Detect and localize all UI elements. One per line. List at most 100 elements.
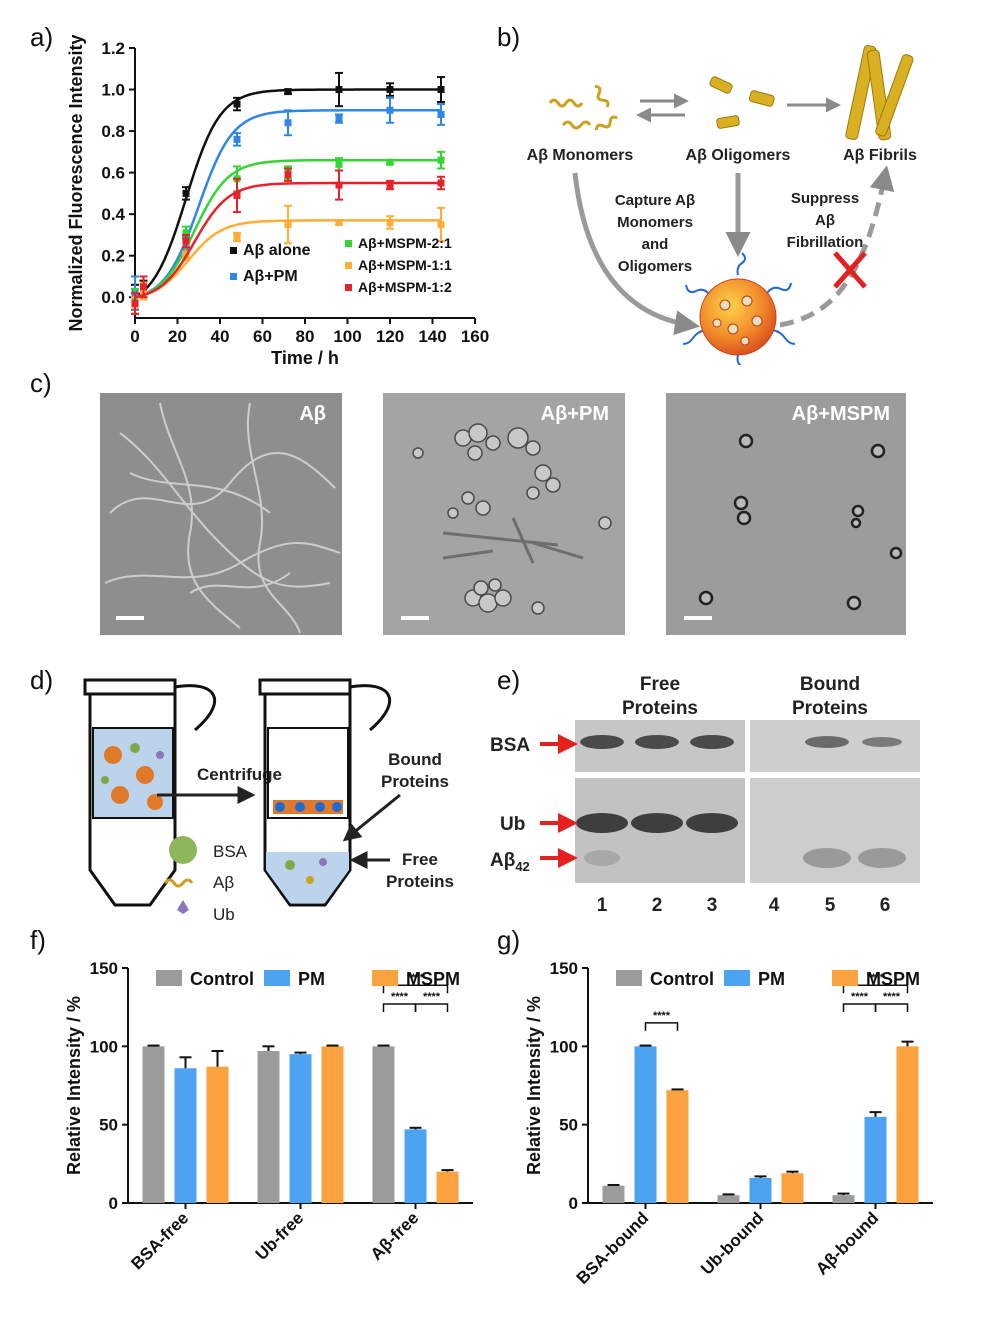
scale-bar xyxy=(401,616,429,620)
data-point xyxy=(335,181,343,189)
legend-label: MSPM xyxy=(406,969,460,989)
y-tick-label: 100 xyxy=(90,1037,118,1056)
data-point xyxy=(182,189,190,197)
bar-control xyxy=(257,1051,280,1203)
y-tick-label: 150 xyxy=(90,959,118,978)
x-tick-label: 0 xyxy=(130,327,139,346)
legend-label: PM xyxy=(298,969,325,989)
oligomer-icon xyxy=(709,76,775,129)
ub-icon xyxy=(177,900,189,914)
y-tick-label: 1.2 xyxy=(101,39,125,58)
legend-marker xyxy=(345,262,352,269)
legend-bsa: BSA xyxy=(213,842,248,861)
legend-label: Control xyxy=(650,969,714,989)
oligomers-label: Aβ Oligomers xyxy=(686,147,791,164)
bar-control xyxy=(832,1195,855,1203)
abeta-icon xyxy=(163,878,194,888)
capture-label: Capture Aβ Monomers and Oligomers xyxy=(615,192,695,275)
category-label: Ub-bound xyxy=(697,1208,767,1278)
data-point xyxy=(284,221,292,229)
bar-pm xyxy=(404,1129,427,1203)
data-point xyxy=(284,171,292,179)
bound-proteins-header: Bound Proteins xyxy=(792,674,868,719)
data-point xyxy=(182,229,190,237)
data-point xyxy=(284,88,292,96)
data-point xyxy=(437,179,445,187)
significance-bracket xyxy=(874,1003,909,1013)
svg-text:Aβ: Aβ xyxy=(815,212,835,229)
bar-mspm xyxy=(666,1090,689,1203)
free-proteins-label: Free Proteins xyxy=(386,850,454,891)
legend-label: PM xyxy=(758,969,785,989)
data-point xyxy=(386,86,394,94)
protein-mix-icon xyxy=(101,743,164,810)
bar-pm xyxy=(289,1054,312,1203)
legend-swatch xyxy=(156,970,182,986)
legend-swatch xyxy=(832,970,858,986)
tem-image-abeta-pm: Aβ+PM xyxy=(383,393,625,635)
legend-swatch xyxy=(616,970,642,986)
svg-text:and: and xyxy=(642,236,669,253)
ub-band-icon xyxy=(576,813,738,833)
bound-proteins-label: Bound Proteins xyxy=(381,750,449,791)
x-tick-label: 100 xyxy=(333,327,361,346)
x-axis-label: Time / h xyxy=(271,348,339,368)
blocked-x-icon xyxy=(833,251,867,289)
legend-swatch xyxy=(724,970,750,986)
short-fibril-icon xyxy=(442,517,584,564)
legend-label: Aβ+PM xyxy=(243,268,298,285)
data-point xyxy=(131,299,139,307)
legend-label: Control xyxy=(190,969,254,989)
legend-swatch xyxy=(264,970,290,986)
svg-text:2: 2 xyxy=(652,895,663,916)
bar-control xyxy=(602,1185,625,1203)
data-point xyxy=(386,106,394,114)
data-point xyxy=(284,119,292,127)
svg-text:1: 1 xyxy=(597,895,608,916)
x-tick-label: 80 xyxy=(296,327,315,346)
x-tick-label: 20 xyxy=(168,327,187,346)
fibrils-label: Aβ Fibrils xyxy=(843,147,917,164)
significance-label: **** xyxy=(653,1010,671,1022)
tem-label-abeta: Aβ xyxy=(299,403,326,425)
data-point xyxy=(386,218,394,226)
abeta-band-icon xyxy=(584,848,906,868)
panel-label-a: a) xyxy=(30,22,54,52)
y-tick-label: 150 xyxy=(550,959,578,978)
scale-bar xyxy=(684,616,712,620)
significance-bracket xyxy=(414,1003,449,1013)
equilibrium-arrows-icon xyxy=(636,93,689,123)
y-tick-label: 100 xyxy=(550,1037,578,1056)
significance-label: **** xyxy=(883,991,901,1003)
svg-text:Fibrillation: Fibrillation xyxy=(787,234,864,251)
data-point xyxy=(233,100,241,108)
vesicle-cluster-icon xyxy=(412,423,612,615)
free-proteins-header: Free Proteins xyxy=(622,674,698,719)
free-protein-icon xyxy=(285,858,327,884)
bound-protein-bar-chart: 0 50 100 150 Relative Intensity / % BSA-bound… xyxy=(524,959,933,1288)
data-point xyxy=(437,86,445,94)
category-label: Aβ-bound xyxy=(812,1208,882,1278)
bar-pm xyxy=(749,1177,772,1203)
y-tick-label: 0.0 xyxy=(101,288,125,307)
significance-bracket xyxy=(382,984,449,994)
data-point xyxy=(386,158,394,166)
sds-page-gel: Free Proteins Bound Proteins BSA Ub Aβ42 1… xyxy=(490,674,920,916)
data-point xyxy=(233,135,241,143)
bar-control xyxy=(142,1046,165,1203)
significance-label: **** xyxy=(867,972,885,984)
legend-marker xyxy=(230,247,237,254)
legend-marker xyxy=(345,240,352,247)
tube-after-icon xyxy=(258,678,392,907)
panel-label-g: g) xyxy=(497,925,521,955)
y-axis-label: Normalized Fluorescence Intensity xyxy=(66,34,86,331)
y-tick-label: 1.0 xyxy=(101,81,125,100)
data-point xyxy=(335,218,343,226)
panel-label-e: e) xyxy=(497,665,521,695)
legend-ub: Ub xyxy=(213,905,235,924)
bar-mspm xyxy=(436,1171,459,1203)
panel-label-d: d) xyxy=(30,665,54,695)
data-point xyxy=(437,156,445,164)
significance-label: **** xyxy=(423,991,441,1003)
ub-band-label: Ub xyxy=(500,814,525,835)
